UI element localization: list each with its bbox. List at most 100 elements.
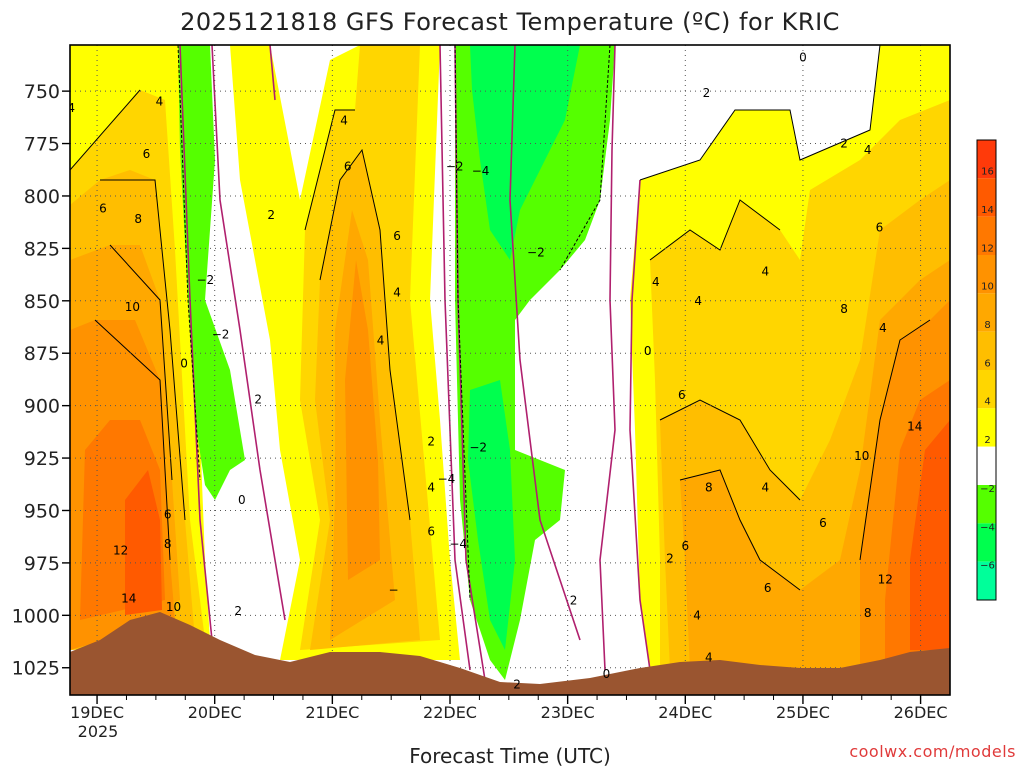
contour-label: 8 [840, 302, 848, 316]
x-tick-label: 20DEC [188, 703, 242, 722]
colorbar-label: 8 [984, 320, 990, 331]
band-neg4-neg6-22dec-low [468, 380, 515, 650]
colorbar-frame [976, 139, 997, 601]
contour-label: −4 [472, 164, 490, 178]
x-tick-label: 22DEC [423, 703, 477, 722]
colorbar-label: −6 [980, 561, 995, 572]
contour-label: −4 [438, 472, 456, 486]
band-neg4-neg6-22dec [470, 45, 580, 260]
colorbar-label: 2 [984, 435, 990, 446]
colorbar-swatch [977, 485, 996, 524]
contour-label: 4 [879, 321, 887, 335]
colorbar-swatch [977, 561, 996, 600]
colorbar-label: −2 [980, 484, 995, 495]
contour-label: 4 [427, 480, 435, 494]
colorbar-swatch [977, 408, 996, 447]
x-tick-label: 21DEC [305, 703, 359, 722]
y-tick-label: 800 [24, 186, 60, 208]
contour-label: −2 [212, 327, 230, 341]
colorbar-label: 14 [981, 205, 994, 216]
y-tick-label: 1000 [12, 605, 60, 627]
x-tick-label: 23DEC [541, 703, 595, 722]
colorbar-swatch [977, 331, 996, 370]
colorbar-swatch [977, 216, 996, 255]
contour-label: −2 [469, 441, 487, 455]
band-14-16 [125, 470, 162, 615]
y-tick-label: 925 [24, 448, 60, 470]
credit-text: coolwx.com/models [849, 742, 1016, 761]
colorbar-label: 12 [981, 243, 994, 254]
contour-label: 2 [840, 137, 848, 151]
band-neg2-neg4-20dec [178, 45, 245, 500]
contour-label: 2 [254, 392, 262, 406]
contour-label: 6 [164, 508, 172, 522]
y-tick-label: 1025 [12, 658, 60, 680]
contour-label: 2 [703, 86, 711, 100]
ground-terrain [70, 612, 950, 695]
colorbar-label: −4 [980, 522, 995, 533]
colorbar-label: 16 [981, 167, 994, 178]
contour-label: 12 [878, 573, 893, 587]
contour-label: 6 [427, 524, 435, 538]
contour-label: −2 [527, 246, 545, 260]
contour-label: 8 [864, 606, 872, 620]
colorbar-swatch [977, 140, 996, 179]
colorbar-swatch [977, 370, 996, 409]
contour-label: 4 [377, 334, 385, 348]
contour-label: 4 [694, 294, 702, 308]
colorbar-swatch [977, 523, 996, 562]
contour-label: 2 [267, 208, 275, 222]
y-tick-label: 825 [24, 238, 60, 260]
contour-label: 8 [705, 480, 713, 494]
x-axis: 19DEC 20DEC 21DEC 22DEC 23DEC 24DEC 25DEC 26DEC [70, 695, 948, 722]
contour-label: 10 [125, 300, 140, 314]
contour-label: 8 [134, 212, 142, 226]
band-14-16-east [910, 420, 950, 650]
y-tick-label: 850 [24, 291, 60, 313]
contour-label: 2 [234, 604, 242, 618]
x-tick-label: 25DEC [776, 703, 830, 722]
contour-label: 4 [864, 143, 872, 157]
colorbar-swatch [977, 255, 996, 294]
contour-label: 10 [166, 600, 181, 614]
contour-label: 2 [570, 594, 578, 608]
contour-label: 12 [113, 543, 128, 557]
y-tick-label: 775 [24, 134, 60, 156]
x-tick-year: 2025 [78, 722, 119, 741]
y-tick-label: 750 [24, 81, 60, 103]
contour-label: 4 [67, 101, 75, 115]
contour-label: 4 [761, 480, 769, 494]
chart-title: 2025121818 GFS Forecast Temperature (ºC)… [180, 8, 840, 36]
contour-label: 6 [678, 388, 686, 402]
colorbar-swatch [977, 293, 996, 332]
y-tick-label: 875 [24, 343, 60, 365]
colorbar-swatch [977, 178, 996, 217]
contour-label: 6 [876, 220, 884, 234]
contour-label: 6 [344, 160, 352, 174]
contour-label: 6 [143, 147, 151, 161]
x-tick-label: 24DEC [658, 703, 712, 722]
contour-label: 2 [666, 552, 674, 566]
contour-label: 2 [427, 434, 435, 448]
contour-label: 0 [238, 493, 246, 507]
contour-label: 6 [681, 539, 689, 553]
colorbar-label: 6 [984, 358, 990, 369]
contour-label: 4 [652, 275, 660, 289]
contour-label: 0 [644, 344, 652, 358]
contour-label: 4 [393, 285, 401, 299]
contour-label: 14 [121, 592, 136, 606]
contour-label: 0 [799, 51, 807, 65]
y-axis: 750 775 800 825 850 875 900 925 950 975 1000 1025 [12, 81, 70, 680]
contour-label: 4 [705, 650, 713, 664]
grid [70, 45, 950, 695]
x-axis-label: Forecast Time (UTC) [409, 744, 611, 768]
y-tick-label: 900 [24, 396, 60, 418]
contour-label: 0 [180, 357, 188, 371]
colorbar-swatch [977, 446, 996, 485]
contour-label: 6 [393, 229, 401, 243]
contour-label: 0 [603, 667, 611, 681]
colorbar: 16 14 12 10 8 6 4 2 −2 −4 −6 [976, 139, 997, 601]
contour-label: 6 [819, 516, 827, 530]
